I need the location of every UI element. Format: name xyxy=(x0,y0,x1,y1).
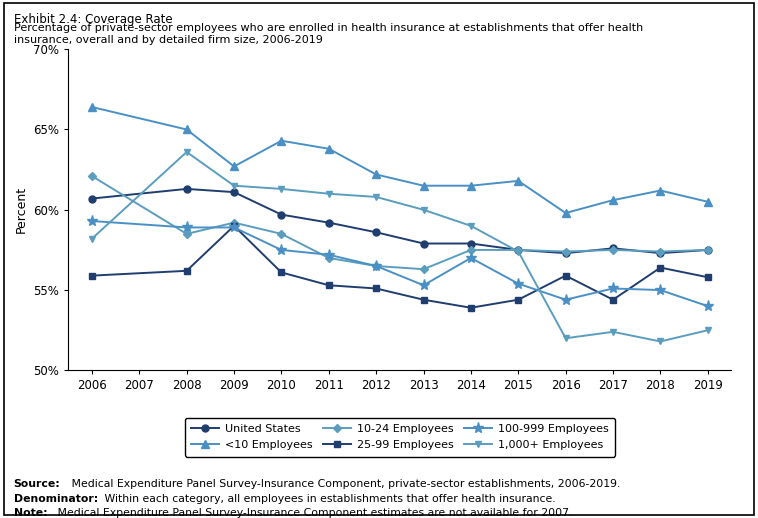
10-24 Employees xyxy=(703,247,713,253)
10-24 Employees xyxy=(609,247,618,253)
1,000+ Employees xyxy=(703,327,713,333)
Legend: United States, <10 Employees, 10-24 Employees, 25-99 Employees, 100-999 Employee: United States, <10 Employees, 10-24 Empl… xyxy=(184,418,615,456)
Line: 100-999 Employees: 100-999 Employees xyxy=(86,215,713,312)
United States xyxy=(324,220,334,226)
10-24 Employees xyxy=(182,231,191,237)
Text: Medical Expenditure Panel Survey-Insurance Component estimates are not available: Medical Expenditure Panel Survey-Insuran… xyxy=(54,508,572,517)
10-24 Employees xyxy=(419,266,428,272)
25-99 Employees xyxy=(277,269,286,276)
25-99 Employees xyxy=(561,272,570,279)
Line: 25-99 Employees: 25-99 Employees xyxy=(89,222,711,311)
Text: Within each category, all employees in establishments that offer health insuranc: Within each category, all employees in e… xyxy=(101,494,556,503)
100-999 Employees xyxy=(514,281,523,287)
10-24 Employees xyxy=(277,231,286,237)
<10 Employees xyxy=(87,104,96,110)
25-99 Employees xyxy=(87,272,96,279)
United States xyxy=(277,211,286,218)
United States xyxy=(182,186,191,192)
25-99 Employees xyxy=(419,297,428,303)
United States xyxy=(656,250,665,256)
Text: Note:: Note: xyxy=(14,508,47,517)
100-999 Employees xyxy=(466,255,475,261)
<10 Employees xyxy=(182,126,191,133)
1,000+ Employees xyxy=(324,191,334,197)
United States xyxy=(466,240,475,247)
1,000+ Employees xyxy=(656,338,665,344)
25-99 Employees xyxy=(182,268,191,274)
Text: insurance, overall and by detailed firm size, 2006-2019: insurance, overall and by detailed firm … xyxy=(14,35,322,45)
<10 Employees xyxy=(703,198,713,205)
<10 Employees xyxy=(419,182,428,189)
10-24 Employees xyxy=(324,255,334,261)
100-999 Employees xyxy=(656,287,665,293)
100-999 Employees xyxy=(703,303,713,309)
1,000+ Employees xyxy=(277,186,286,192)
25-99 Employees xyxy=(466,305,475,311)
25-99 Employees xyxy=(324,282,334,289)
Y-axis label: Percent: Percent xyxy=(14,186,27,233)
100-999 Employees xyxy=(561,297,570,303)
100-999 Employees xyxy=(277,247,286,253)
10-24 Employees xyxy=(514,247,523,253)
10-24 Employees xyxy=(466,247,475,253)
25-99 Employees xyxy=(514,297,523,303)
United States xyxy=(87,195,96,202)
1,000+ Employees xyxy=(230,182,239,189)
100-999 Employees xyxy=(230,224,239,231)
100-999 Employees xyxy=(371,263,381,269)
<10 Employees xyxy=(230,163,239,169)
1,000+ Employees xyxy=(87,236,96,242)
<10 Employees xyxy=(371,171,381,178)
25-99 Employees xyxy=(371,285,381,292)
1,000+ Employees xyxy=(371,194,381,200)
1,000+ Employees xyxy=(561,335,570,341)
United States xyxy=(419,240,428,247)
<10 Employees xyxy=(277,138,286,144)
United States xyxy=(371,229,381,235)
Text: Percentage of private-sector employees who are enrolled in health insurance at e: Percentage of private-sector employees w… xyxy=(14,23,643,33)
<10 Employees xyxy=(561,210,570,216)
<10 Employees xyxy=(466,182,475,189)
Text: Exhibit 2.4: Coverage Rate: Exhibit 2.4: Coverage Rate xyxy=(14,13,172,26)
10-24 Employees xyxy=(230,220,239,226)
United States xyxy=(609,245,618,251)
<10 Employees xyxy=(324,146,334,152)
100-999 Employees xyxy=(324,252,334,258)
10-24 Employees xyxy=(371,263,381,269)
Text: Source:: Source: xyxy=(14,479,61,489)
100-999 Employees xyxy=(182,224,191,231)
1,000+ Employees xyxy=(514,249,523,255)
Text: Denominator:: Denominator: xyxy=(14,494,98,503)
1,000+ Employees xyxy=(466,223,475,229)
Line: United States: United States xyxy=(89,185,711,256)
25-99 Employees xyxy=(609,297,618,303)
Line: 10-24 Employees: 10-24 Employees xyxy=(89,174,710,272)
1,000+ Employees xyxy=(609,329,618,335)
10-24 Employees xyxy=(561,249,570,255)
<10 Employees xyxy=(656,188,665,194)
Line: <10 Employees: <10 Employees xyxy=(88,103,712,217)
Text: Medical Expenditure Panel Survey-Insurance Component, private-sector establishme: Medical Expenditure Panel Survey-Insuran… xyxy=(68,479,621,489)
United States xyxy=(561,250,570,256)
100-999 Employees xyxy=(87,218,96,224)
Line: 1,000+ Employees: 1,000+ Employees xyxy=(89,149,711,345)
10-24 Employees xyxy=(656,249,665,255)
United States xyxy=(230,189,239,195)
25-99 Employees xyxy=(703,274,713,280)
United States xyxy=(514,247,523,253)
100-999 Employees xyxy=(419,282,428,289)
United States xyxy=(703,247,713,253)
1,000+ Employees xyxy=(419,207,428,213)
100-999 Employees xyxy=(609,285,618,292)
<10 Employees xyxy=(514,178,523,184)
<10 Employees xyxy=(609,197,618,203)
10-24 Employees xyxy=(87,173,96,179)
25-99 Employees xyxy=(656,265,665,271)
25-99 Employees xyxy=(230,223,239,229)
1,000+ Employees xyxy=(182,149,191,155)
